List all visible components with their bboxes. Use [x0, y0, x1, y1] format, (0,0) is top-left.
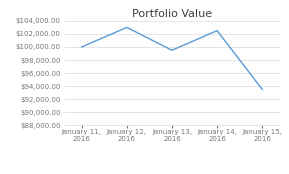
Title: Portfolio Value: Portfolio Value [132, 9, 212, 19]
